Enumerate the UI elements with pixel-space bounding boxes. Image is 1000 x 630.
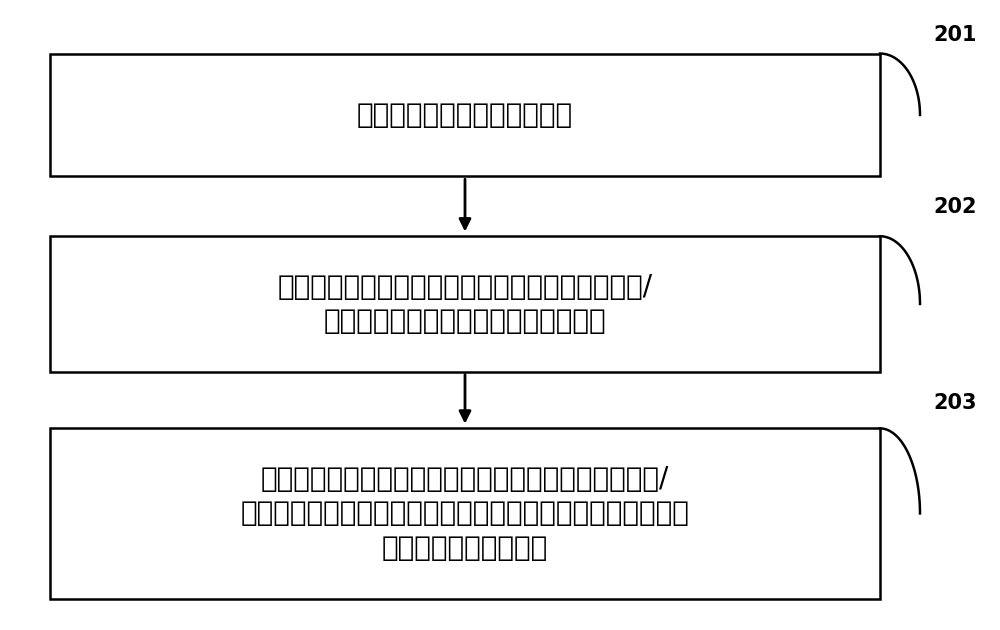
FancyBboxPatch shape <box>50 54 880 176</box>
FancyBboxPatch shape <box>50 428 880 598</box>
Text: 获取每一对邻区关系的切换次数和切换成功率，和/: 获取每一对邻区关系的切换次数和切换成功率，和/ <box>277 273 653 301</box>
Text: 201: 201 <box>933 25 977 45</box>
FancyBboxPatch shape <box>50 236 880 372</box>
Text: 获取服务小区当前邻区关系表: 获取服务小区当前邻区关系表 <box>357 101 573 129</box>
Text: 根据所述每一对邻区关系的切换次数和切换成功率，和/: 根据所述每一对邻区关系的切换次数和切换成功率，和/ <box>261 465 669 493</box>
Text: 区关系表进行优化处理: 区关系表进行优化处理 <box>382 534 548 562</box>
Text: 203: 203 <box>933 393 977 413</box>
Text: 或所述每一对邻区关系的邻区发现次数对所述服务小区当前邻: 或所述每一对邻区关系的邻区发现次数对所述服务小区当前邻 <box>241 500 689 527</box>
Text: 或获取每一对邻区关系的邻区发现次数: 或获取每一对邻区关系的邻区发现次数 <box>324 307 606 335</box>
Text: 202: 202 <box>933 197 977 217</box>
